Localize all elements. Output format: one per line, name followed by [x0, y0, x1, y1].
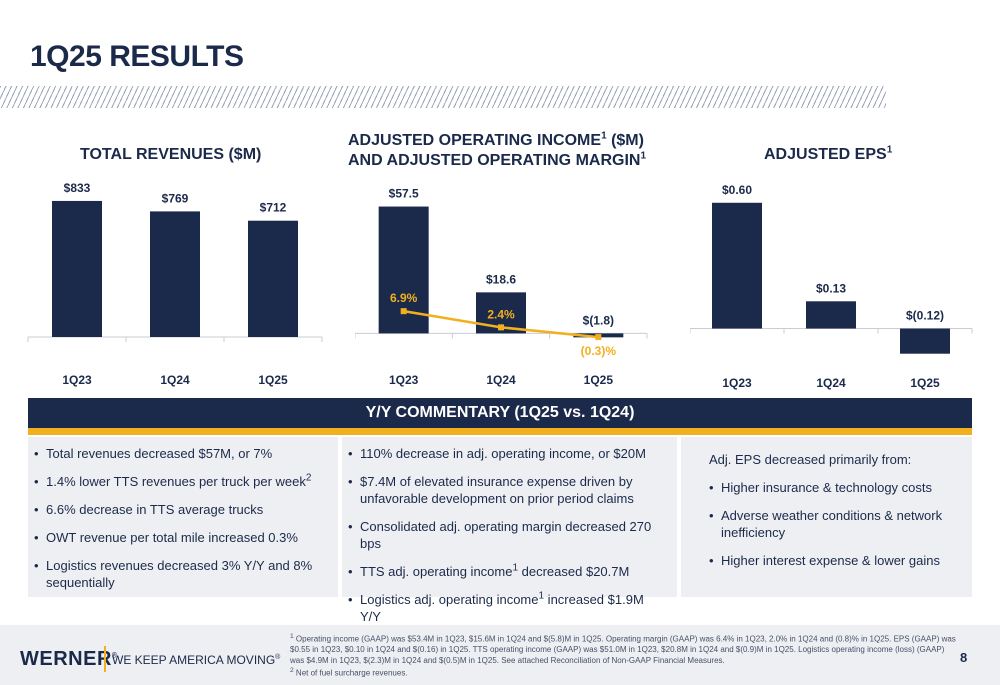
category-tick-label: 1Q25: [910, 376, 940, 390]
revenues-commentary-bullet: 1.4% lower TTS revenues per truck per we…: [34, 473, 328, 490]
operating-income-title-line1: ADJUSTED OPERATING INCOME1 ($M): [348, 130, 644, 149]
operating-commentary-bullet: 110% decrease in adj. operating income, …: [348, 445, 667, 462]
margin-label: 6.9%: [390, 291, 418, 305]
category-tick-label: 1Q24: [160, 373, 190, 387]
revenues-chart-title: TOTAL REVENUES ($M): [80, 145, 280, 165]
data-label: $(1.8): [583, 313, 614, 327]
category-tick-label: 1Q24: [486, 373, 516, 387]
footer-bar: [0, 625, 1000, 685]
footnote-1: 1 Operating income (GAAP) was $53.4M in …: [290, 633, 956, 665]
revenues-title-text: TOTAL REVENUES ($M): [80, 146, 262, 163]
bar-1q23: [52, 200, 102, 337]
bar-1q25: [900, 328, 950, 354]
category-tick-label: 1Q23: [389, 373, 419, 387]
data-label: $18.6: [486, 272, 516, 286]
revenues-commentary-bullet: 6.6% decrease in TTS average trucks: [34, 501, 328, 518]
operating-income-title-line2: AND ADJUSTED OPERATING MARGIN1: [348, 150, 647, 169]
eps-bar-chart: $0.60 1Q23 $0.13 1Q24 $(0.12) 1Q25: [690, 183, 973, 390]
revenues-bar-chart: $833 1Q23 $769 1Q24 $712 1Q25: [27, 181, 323, 387]
footnote-2: 2 Net of fuel surcharge revenues.: [290, 667, 408, 678]
page-number: 8: [960, 650, 968, 665]
category-tick-label: 1Q25: [584, 373, 614, 387]
tagline: WE KEEP AMERICA MOVING®: [112, 653, 281, 667]
decorative-hatch-band: [0, 86, 886, 108]
eps-commentary-bullet: Higher insurance & technology costs: [709, 479, 958, 496]
category-tick-label: 1Q23: [722, 376, 752, 390]
revenues-commentary-list: Total revenues decreased $57M, or 7% 1.4%…: [28, 437, 338, 591]
commentary-col-eps: Adj. EPS decreased primarily from: Highe…: [681, 437, 972, 597]
data-label: $(0.12): [906, 309, 944, 323]
logo-divider: [104, 646, 106, 672]
category-tick-label: 1Q23: [62, 373, 92, 387]
eps-commentary-bullet: Adverse weather conditions & network ine…: [709, 507, 958, 541]
revenues-commentary-bullet: Logistics revenues decreased 3% Y/Y and …: [34, 557, 328, 591]
revenues-commentary-bullet: OWT revenue per total mile increased 0.3…: [34, 529, 328, 546]
category-tick-label: 1Q25: [258, 373, 288, 387]
data-label: $712: [260, 201, 287, 215]
margin-point: [400, 308, 407, 315]
category-tick-label: 1Q24: [816, 376, 846, 390]
bar-1q25: [248, 220, 298, 337]
data-label: $0.13: [816, 281, 846, 295]
bar-1q23: [712, 202, 762, 329]
margin-point: [595, 334, 602, 341]
operating-commentary-bullet: Logistics adj. operating income1 increas…: [348, 591, 667, 625]
page-title: 1Q25 RESULTS: [30, 40, 244, 73]
bar-1q24: [806, 301, 856, 329]
data-label: $833: [64, 181, 91, 195]
bar-1q24: [150, 211, 200, 337]
operating-income-chart-title: ADJUSTED OPERATING INCOME1 ($M) AND ADJU…: [348, 131, 678, 171]
data-label: $57.5: [389, 187, 419, 201]
operating-commentary-bullet: TTS adj. operating income1 decreased $20…: [348, 563, 667, 580]
footnotes: 1 Operating income (GAAP) was $53.4M in …: [290, 632, 960, 679]
eps-commentary-lead: Adj. EPS decreased primarily from:: [709, 452, 912, 467]
eps-commentary-bullet: Higher interest expense & lower gains: [709, 552, 958, 569]
operating-commentary-bullet: Consolidated adj. operating margin decre…: [348, 518, 667, 552]
commentary-banner: Y/Y COMMENTARY (1Q25 vs. 1Q24): [28, 398, 972, 428]
margin-point: [498, 324, 504, 331]
commentary-col-operating: 110% decrease in adj. operating income, …: [342, 437, 677, 624]
operating-commentary-bullet: $7.4M of elevated insurance expense driv…: [348, 473, 667, 507]
margin-label: (0.3)%: [581, 344, 617, 358]
revenues-commentary-bullet: Total revenues decreased $57M, or 7%: [34, 445, 328, 462]
margin-label: 2.4%: [487, 307, 515, 321]
eps-chart-title: ADJUSTED EPS1: [764, 144, 893, 163]
operating-income-bar-chart: $57.5 1Q23 $18.6 1Q24 $(1.8) 1Q25 6.9% 2.4% (0.3…: [355, 187, 648, 387]
werner-logo: WERNER®: [20, 648, 118, 670]
commentary-col-revenues: Total revenues decreased $57M, or 7% 1.4%…: [28, 437, 338, 597]
eps-commentary-list: Higher insurance & technology costs Adver…: [709, 479, 958, 569]
commentary-banner-accent: [28, 428, 972, 435]
data-label: $0.60: [722, 183, 752, 197]
operating-commentary-list: 110% decrease in adj. operating income, …: [342, 437, 677, 625]
data-label: $769: [162, 191, 189, 205]
